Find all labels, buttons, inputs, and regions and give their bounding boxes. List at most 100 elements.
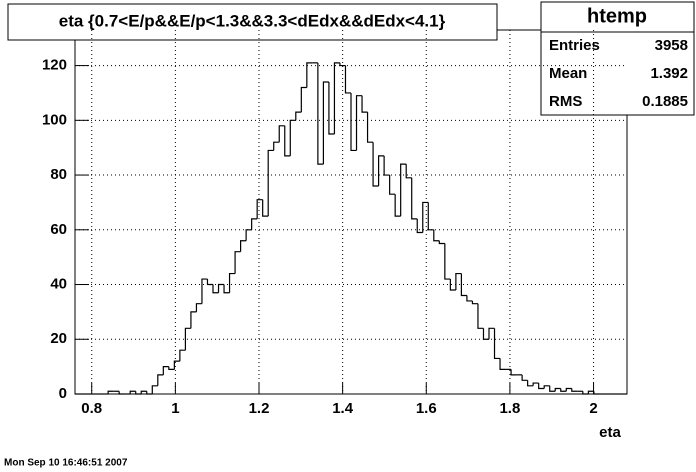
histogram-bin: [295, 111, 302, 121]
x-tick-label: 1.4: [332, 400, 354, 417]
histogram-bin: [554, 387, 561, 392]
histogram-bin: [532, 382, 539, 386]
chart-title: eta {0.7<E/p&&E/p<1.3&&3.3<dEdx&&dEdx<4.…: [59, 11, 446, 30]
histogram-bin: [212, 284, 219, 294]
histogram-bin: [344, 65, 351, 94]
histogram-bin: [129, 390, 136, 394]
histogram-bin: [300, 86, 307, 113]
histogram-bin: [317, 62, 324, 165]
histogram-bin: [173, 360, 180, 370]
histogram-bin: [234, 251, 241, 274]
y-tick-label: 60: [50, 221, 67, 238]
histogram-bin: [135, 391, 142, 395]
histogram-bin: [228, 272, 236, 293]
x-tick-label: 1.8: [499, 400, 520, 417]
histogram-bin: [416, 218, 423, 234]
histogram-bin: [582, 391, 589, 395]
histogram-bin: [366, 112, 374, 143]
histogram-bin: [411, 177, 418, 220]
histogram-bin: [449, 279, 456, 291]
histogram-bin: [195, 303, 202, 312]
histogram-bin: [256, 199, 263, 219]
histogram-bin: [438, 240, 445, 245]
histogram-bin: [571, 388, 578, 392]
y-tick-label: 120: [42, 57, 67, 74]
histogram-bin: [405, 164, 412, 179]
histogram-bin: [593, 391, 600, 395]
histogram-bin: [267, 149, 274, 217]
histogram-bin: [521, 374, 528, 381]
histogram-bin: [444, 243, 451, 280]
x-tick-label: 1: [171, 400, 179, 417]
stats-value: 1.392: [650, 65, 688, 82]
histogram-bin: [394, 194, 401, 217]
histogram-bin: [140, 390, 147, 394]
histogram-bin: [146, 391, 153, 395]
histogram-bin: [262, 199, 269, 217]
histogram-bin: [151, 385, 158, 394]
y-tick-label: 20: [50, 330, 67, 347]
histogram-bin: [383, 155, 390, 176]
x-tick-label: 1.2: [249, 400, 270, 417]
histogram-bin: [433, 229, 440, 242]
stats-value: 0.1885: [642, 93, 688, 110]
title-box: [7, 3, 498, 41]
histogram-bin: [482, 328, 489, 340]
histogram-bin: [587, 390, 594, 394]
histogram-bin: [217, 283, 225, 293]
histogram-bin: [278, 125, 285, 143]
histogram-bin: [378, 155, 385, 186]
histogram-bin: [273, 141, 280, 151]
histogram-bin: [190, 311, 197, 329]
histogram-bin: [400, 163, 407, 217]
histogram-bin: [499, 358, 506, 370]
histogram-bin: [284, 125, 291, 157]
histogram-bin: [179, 349, 186, 362]
y-tick-label: 100: [42, 111, 67, 128]
histogram-bin: [527, 380, 534, 387]
histogram-bin: [538, 383, 545, 390]
histogram-bin: [223, 284, 230, 294]
histogram-bin: [549, 385, 556, 392]
histogram-bin: [306, 62, 313, 88]
histogram-bin: [427, 202, 434, 231]
histogram-bin: [107, 390, 114, 394]
histogram-bin: [206, 279, 213, 286]
histogram-bin: [245, 229, 252, 241]
histogram-bin: [510, 369, 517, 376]
histogram-bin: [289, 119, 296, 156]
x-tick-label: 2: [589, 400, 597, 417]
histogram-bin: [422, 201, 429, 233]
stats-box: [540, 1, 695, 116]
x-axis-label: eta: [599, 424, 621, 441]
histogram-bin: [455, 272, 462, 290]
stats-label: Entries: [549, 37, 600, 54]
histogram-bin: [350, 92, 357, 152]
histogram-bin: [118, 391, 125, 395]
stats-label: RMS: [549, 93, 582, 110]
histogram-bin: [339, 62, 346, 67]
histogram-bin: [477, 303, 484, 329]
histogram-bin: [493, 328, 501, 360]
histogram-bin: [355, 95, 363, 151]
y-tick-label: 40: [50, 275, 67, 292]
histogram-bin: [389, 175, 396, 195]
histogram-bin: [168, 366, 175, 370]
histogram-bin: [162, 366, 169, 375]
histogram-bin: [333, 62, 340, 134]
histogram-bin: [560, 388, 567, 392]
histogram-bin: [466, 295, 473, 302]
y-tick-label: 80: [50, 166, 67, 183]
histogram-bin: [184, 327, 191, 351]
x-tick-label: 1.6: [416, 400, 437, 417]
histogram-bin: [488, 327, 495, 340]
histogram-bin: [328, 82, 335, 135]
histogram-bin: [471, 300, 478, 305]
stats-label: Mean: [549, 65, 587, 82]
histogram-bin: [322, 81, 329, 165]
histogram-bin: [543, 385, 550, 389]
histogram-bin: [565, 387, 572, 392]
histogram-bin: [251, 218, 258, 230]
histogram-bin: [460, 273, 467, 297]
